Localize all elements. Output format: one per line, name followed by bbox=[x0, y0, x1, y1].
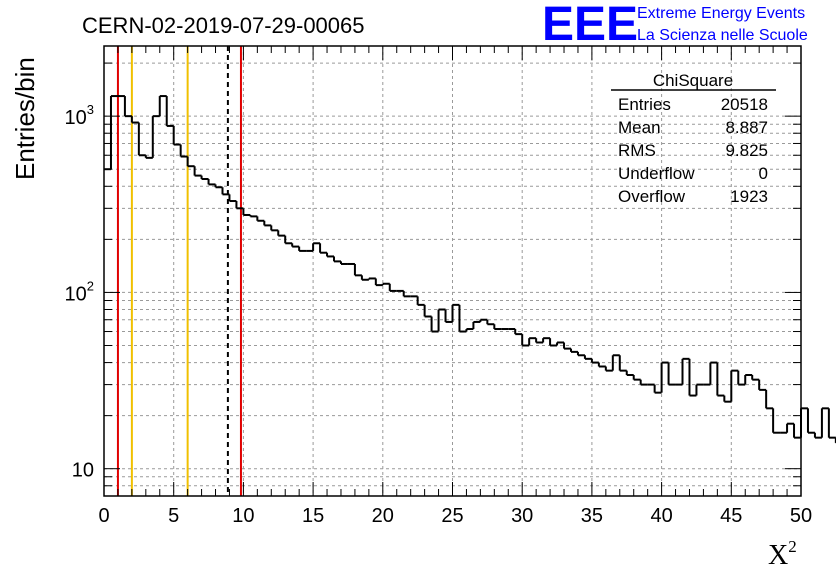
y-tick-label-base: 10 bbox=[65, 107, 87, 129]
stats-box: ChiSquare Entries 20518 Mean 8.887 RMS 9.825 U… bbox=[611, 71, 776, 206]
x-tick-label: 30 bbox=[511, 505, 533, 527]
x-axis-label-exp: 2 bbox=[788, 537, 797, 556]
x-tick-label: 0 bbox=[98, 505, 109, 527]
x-tick-label: 10 bbox=[232, 505, 254, 527]
y-tick-label-exp: 3 bbox=[87, 102, 94, 117]
stats-value: 0 bbox=[759, 164, 768, 183]
y-tick-label: 102 bbox=[65, 278, 94, 305]
x-tick-label: 25 bbox=[441, 505, 463, 527]
logo-mark: EEE bbox=[542, 0, 638, 51]
stats-label: RMS bbox=[618, 141, 656, 160]
stats-value: 20518 bbox=[721, 95, 768, 114]
logo-line-1: Extreme Energy Events bbox=[637, 5, 805, 22]
stats-value: 8.887 bbox=[725, 118, 768, 137]
grid-lines bbox=[104, 46, 801, 497]
y-tick-label-base: 10 bbox=[72, 460, 94, 482]
y-tick-label-base: 10 bbox=[65, 283, 87, 305]
chart-title: CERN-02-2019-07-29-00065 bbox=[82, 13, 365, 38]
x-tick-label: 45 bbox=[720, 505, 742, 527]
reference-lines bbox=[116, 46, 242, 496]
x-tick-label: 15 bbox=[302, 505, 324, 527]
x-tick-label: 35 bbox=[581, 505, 603, 527]
y-tick-label-exp: 2 bbox=[87, 278, 94, 293]
stats-label: Overflow bbox=[618, 187, 686, 206]
y-tick-label: 10 bbox=[72, 460, 94, 482]
x-axis-label-base: X bbox=[768, 540, 788, 571]
stats-value: 9.825 bbox=[725, 141, 768, 160]
y-tick-label: 103 bbox=[65, 102, 94, 129]
x-tick-label: 5 bbox=[168, 505, 179, 527]
histogram-series bbox=[104, 95, 836, 444]
stats-title: ChiSquare bbox=[653, 71, 733, 90]
x-tick-label: 20 bbox=[372, 505, 394, 527]
x-tick-label: 40 bbox=[650, 505, 672, 527]
stats-value: 1923 bbox=[730, 187, 768, 206]
stats-label: Underflow bbox=[618, 164, 695, 183]
stats-label: Entries bbox=[618, 95, 671, 114]
x-axis-label: X2 bbox=[768, 537, 797, 571]
stats-label: Mean bbox=[618, 118, 661, 137]
eee-logo: EEE Extreme Energy Events La Scienza nel… bbox=[542, 0, 808, 51]
y-axis-label: Entries/bin bbox=[10, 57, 40, 180]
logo-line-2: La Scienza nelle Scuole bbox=[637, 27, 808, 44]
x-tick-label: 50 bbox=[790, 505, 812, 527]
